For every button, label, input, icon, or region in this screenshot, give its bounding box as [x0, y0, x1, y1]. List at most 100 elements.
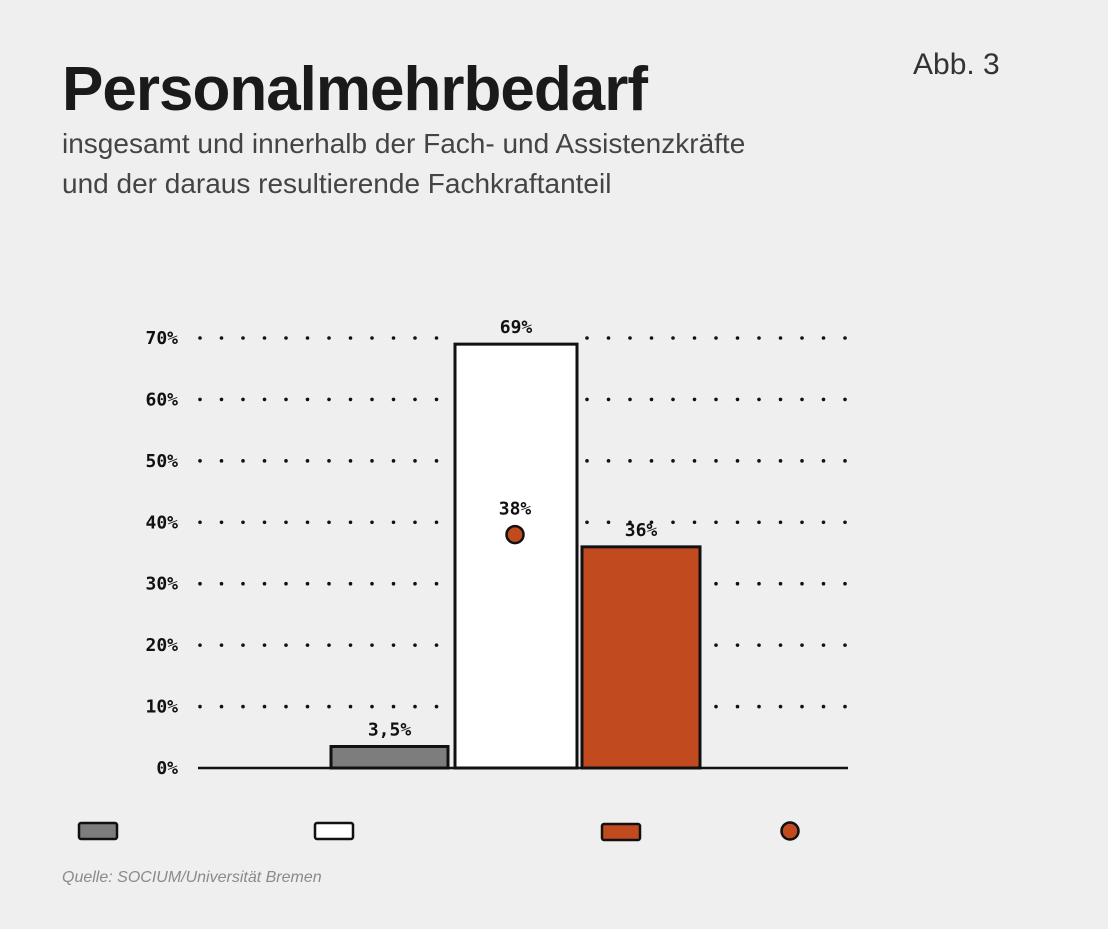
grid-dot — [585, 459, 589, 463]
grid-dot — [800, 459, 804, 463]
subtitle-line-1: insgesamt und innerhalb der Fach- und As… — [62, 128, 746, 159]
grid-dot — [843, 520, 847, 525]
grid-dot — [241, 643, 245, 647]
grid-dot — [370, 397, 374, 402]
grid-dot — [671, 336, 675, 340]
grid-dot — [219, 459, 224, 463]
grid-dot — [714, 581, 718, 586]
grid-dot — [714, 520, 718, 525]
grid-dot — [628, 336, 632, 340]
grid-dot — [671, 397, 675, 402]
grid-dot — [757, 336, 761, 340]
grid-dot — [800, 397, 804, 402]
grid-dot — [348, 581, 353, 586]
grid-dot — [606, 520, 611, 525]
grid-dot — [284, 336, 288, 340]
grid-dot — [327, 336, 331, 340]
grid-dot — [757, 397, 761, 402]
bar-2 — [453, 342, 579, 770]
grid-dot — [649, 397, 654, 402]
grid-dot — [692, 459, 697, 463]
source-note: Quelle: SOCIUM/Universität Bremen — [62, 869, 322, 886]
grid-dot — [198, 581, 202, 586]
grid-dot — [198, 704, 202, 709]
grid-dot — [585, 520, 589, 525]
grid-dot — [606, 336, 611, 340]
bar-1 — [329, 745, 450, 770]
grid-dot — [198, 520, 202, 525]
grid-dot — [305, 643, 310, 647]
grid-dot — [391, 520, 396, 525]
bar-2-value-label: 69% — [500, 317, 533, 338]
grid-dot — [606, 397, 611, 402]
grid-dot — [843, 397, 847, 402]
grid-dot — [198, 643, 202, 647]
grid-dot — [370, 704, 374, 709]
grid-dot — [413, 459, 417, 463]
grid-dot — [735, 336, 740, 340]
grid-dot — [370, 581, 374, 586]
chart-title: Personalmehrbedarf — [62, 55, 648, 124]
grid-dot — [413, 643, 417, 647]
legend-swatch-2 — [313, 821, 355, 841]
grid-dot — [821, 581, 826, 586]
grid-dot — [585, 397, 589, 402]
grid-dot — [434, 459, 439, 463]
grid-dot — [391, 336, 396, 340]
grid-dot — [305, 336, 310, 340]
grid-dot — [692, 397, 697, 402]
grid-dot — [800, 704, 804, 709]
grid-dot — [800, 336, 804, 340]
grid-dot — [262, 581, 267, 586]
grid-dot — [821, 520, 826, 525]
grid-dot — [348, 704, 353, 709]
legend-swatch-1 — [77, 821, 119, 841]
grid-dot — [219, 520, 224, 525]
grid-dot — [585, 336, 589, 340]
grid-dot — [305, 459, 310, 463]
y-tick-label: 60% — [145, 389, 178, 410]
grid-dot — [370, 459, 374, 463]
grid-dot — [434, 704, 439, 709]
grid-dot — [262, 704, 267, 709]
y-tick-label: 0% — [156, 758, 178, 779]
grid-dot — [735, 459, 740, 463]
grid-dot — [305, 397, 310, 402]
y-tick-label: 40% — [145, 512, 178, 533]
grid-dot — [219, 643, 224, 647]
grid-dot — [821, 704, 826, 709]
grid-dot — [348, 336, 353, 340]
grid-dot — [735, 581, 740, 586]
grid-dot — [606, 459, 611, 463]
grid-dot — [649, 336, 654, 340]
grid-dot — [262, 520, 267, 525]
grid-dot — [628, 459, 632, 463]
grid-dot — [241, 397, 245, 402]
bar-3 — [580, 545, 702, 770]
grid-dot — [391, 643, 396, 647]
grid-dot — [434, 520, 439, 525]
grid-dot — [735, 704, 740, 709]
grid-dot — [348, 643, 353, 647]
subtitle-line-2: und der daraus resultierende Fachkraftan… — [62, 168, 612, 199]
chart-subtitle: insgesamt und innerhalb der Fach- und As… — [62, 124, 745, 204]
grid-dot — [628, 520, 632, 525]
grid-dot — [413, 336, 417, 340]
grid-dot — [413, 581, 417, 586]
grid-dot — [821, 397, 826, 402]
grid-dot — [843, 336, 847, 340]
y-tick-label: 50% — [145, 451, 178, 472]
grid-dot — [843, 581, 847, 586]
grid-dot — [284, 643, 288, 647]
grid-dot — [198, 397, 202, 402]
grid-dot — [778, 397, 783, 402]
grid-dot — [778, 581, 783, 586]
grid-dot — [198, 459, 202, 463]
grid-dot — [327, 643, 331, 647]
grid-dot — [219, 336, 224, 340]
grid-dot — [413, 520, 417, 525]
grid-dot — [821, 336, 826, 340]
grid-dot — [219, 397, 224, 402]
grid-dot — [241, 520, 245, 525]
grid-dot — [843, 459, 847, 463]
